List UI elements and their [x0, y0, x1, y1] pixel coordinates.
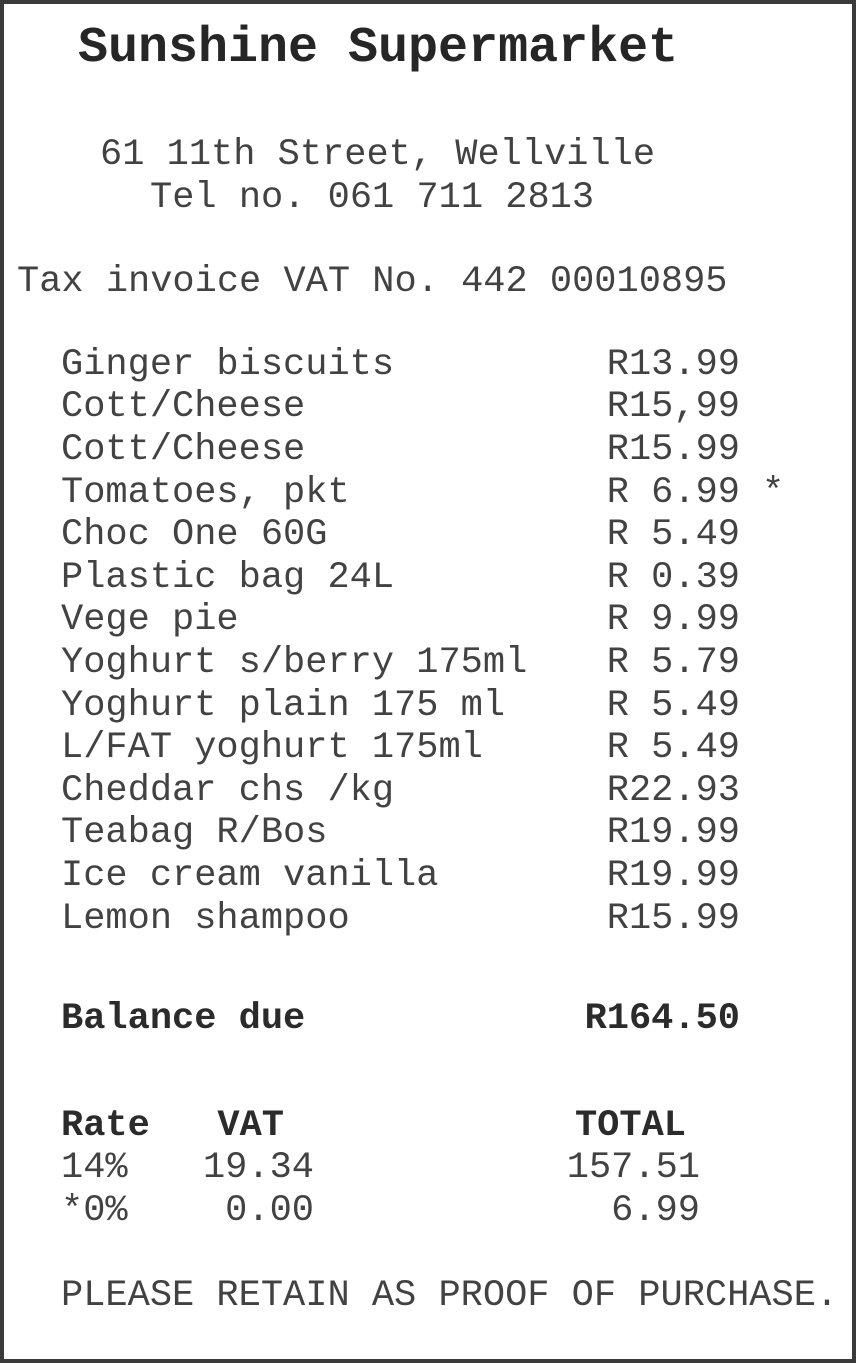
vat-total-value: 157.51: [566, 1147, 700, 1190]
item-name: L/FAT yoghurt 175ml: [61, 727, 483, 770]
item-row: L/FAT yoghurt 175ml R 5.49: [4, 727, 852, 770]
item-name: Choc One 60G: [61, 514, 328, 557]
item-price: R15,99: [606, 386, 740, 429]
balance-star-spacer: [740, 998, 852, 1041]
item-price: R15.99: [606, 897, 740, 940]
vat-total-value: 6.99: [611, 1189, 700, 1232]
item-price: R 0.39: [606, 556, 740, 599]
item-zero-rated-marker: [740, 642, 852, 685]
vat-table-row: 14% 19.34 157.51: [4, 1147, 852, 1190]
item-price: R 9.99: [606, 599, 740, 642]
item-row: Plastic bag 24L R 0.39: [4, 557, 852, 600]
item-zero-rated-marker: [740, 557, 852, 600]
balance-due-row: Balance due R164.50: [4, 998, 852, 1041]
item-zero-rated-marker: [740, 599, 852, 642]
store-name: Sunshine Supermarket: [78, 20, 679, 77]
vat-table-row: *0% 0.00 6.99: [4, 1190, 852, 1233]
store-address: 61 11th Street, Wellville Tel no. 061 71…: [4, 134, 852, 219]
item-row: Vege pie R 9.99: [4, 599, 852, 642]
item-price: R 5.49: [606, 727, 740, 770]
vat-header-rate: Rate: [61, 1104, 150, 1147]
item-list: Ginger biscuits R13.99 Cott/Cheese R15,9…: [4, 344, 852, 940]
item-zero-rated-marker: [740, 898, 852, 941]
item-row: Cott/Cheese R15,99: [4, 386, 852, 429]
item-zero-rated-marker: [740, 344, 852, 387]
item-zero-rated-marker: [740, 812, 852, 855]
vat-summary-table: Rate VAT TOTAL 14% 19.34 157.51 *0% 0.00…: [4, 1105, 852, 1233]
vat-table-header-row: Rate VAT TOTAL: [4, 1105, 852, 1148]
item-zero-rated-marker: [740, 855, 852, 898]
item-name: Cheddar chs /kg: [61, 769, 395, 812]
item-zero-rated-marker: [740, 727, 852, 770]
item-price: R22.93: [606, 769, 740, 812]
item-price: R19.99: [606, 812, 740, 855]
item-name: Vege pie: [61, 599, 239, 642]
item-name: Plastic bag 24L: [61, 556, 395, 599]
item-price: R 5.49: [606, 514, 740, 557]
item-zero-rated-marker: [740, 429, 852, 472]
balance-due-label: Balance due: [61, 998, 306, 1041]
vat-amount-value: 0.00: [225, 1189, 314, 1232]
item-row: Lemon shampoo R15.99: [4, 898, 852, 941]
item-name: Cott/Cheese: [61, 386, 306, 429]
item-name: Ice cream vanilla: [61, 854, 439, 897]
item-name: Yoghurt s/berry 175ml: [61, 641, 528, 684]
item-price: R15.99: [606, 428, 740, 471]
address-phone: Tel no. 061 711 2813: [150, 176, 595, 219]
tax-invoice-vat-number: Tax invoice VAT No. 442 00010895: [17, 261, 728, 304]
proof-of-purchase-notice: PLEASE RETAIN AS PROOF OF PURCHASE.: [61, 1275, 839, 1318]
vat-amount-value: 19.34: [202, 1147, 314, 1190]
item-row: Teabag R/Bos R19.99: [4, 812, 852, 855]
item-name: Ginger biscuits: [61, 343, 395, 386]
item-name: Teabag R/Bos: [61, 812, 328, 855]
item-row: Ginger biscuits R13.99: [4, 344, 852, 387]
item-zero-rated-marker: [740, 685, 852, 728]
item-zero-rated-marker: [740, 514, 852, 557]
item-row: Yoghurt s/berry 175ml R 5.79: [4, 642, 852, 685]
item-zero-rated-marker: *: [762, 471, 785, 514]
balance-due-amount: R164.50: [584, 998, 740, 1041]
item-price: R13.99: [606, 343, 740, 386]
vat-rate-value: *0%: [61, 1189, 128, 1232]
item-name: Tomatoes, pkt: [61, 471, 350, 514]
item-price: R 6.99: [606, 471, 740, 514]
vat-rate-value: 14%: [61, 1147, 128, 1190]
item-price: R 5.49: [606, 684, 740, 727]
item-row: Ice cream vanilla R19.99: [4, 855, 852, 898]
item-row: Yoghurt plain 175 ml R 5.49: [4, 685, 852, 728]
item-row: Tomatoes, pkt R 6.99 *: [4, 472, 852, 515]
item-name: Cott/Cheese: [61, 428, 306, 471]
item-price: R19.99: [606, 854, 740, 897]
item-row: Cott/Cheese R15.99: [4, 429, 852, 472]
item-price: R 5.79: [606, 641, 740, 684]
item-row: Choc One 60G R 5.49: [4, 514, 852, 557]
vat-header-vat: VAT: [217, 1104, 284, 1147]
item-name: Yoghurt plain 175 ml: [61, 684, 506, 727]
address-street: 61 11th Street, Wellville: [100, 134, 656, 176]
item-name: Lemon shampoo: [61, 897, 350, 940]
item-zero-rated-marker: [740, 770, 852, 813]
item-row: Cheddar chs /kg R22.93: [4, 770, 852, 813]
vat-header-total: TOTAL: [574, 1104, 686, 1147]
item-zero-rated-marker: [740, 386, 852, 429]
